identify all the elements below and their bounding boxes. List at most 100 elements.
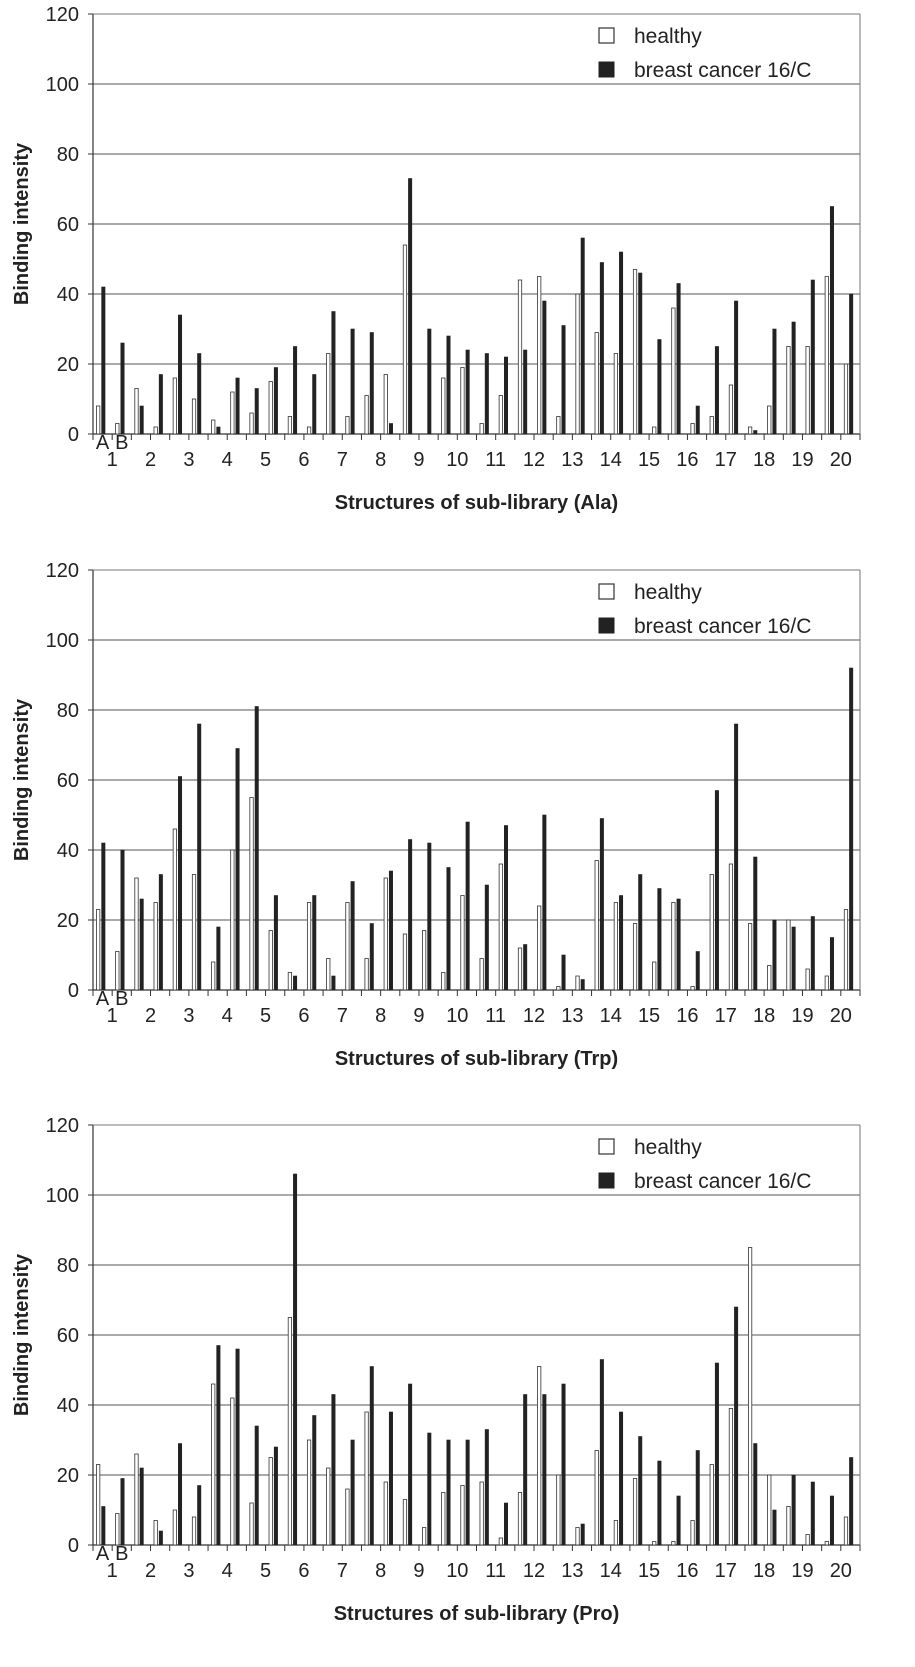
bar-healthy	[153, 1520, 158, 1546]
bar-cancer	[465, 349, 470, 435]
bar-cancer	[753, 430, 758, 435]
bar-healthy	[115, 951, 120, 991]
subgroup-label: B	[115, 432, 128, 454]
bar-healthy	[575, 1527, 580, 1546]
bar-cancer	[197, 723, 202, 991]
bar-cancer	[599, 262, 604, 435]
bar-cancer	[753, 1443, 758, 1546]
bar-healthy	[441, 377, 446, 435]
bar-cancer	[561, 1383, 566, 1546]
bar-healthy	[249, 797, 254, 991]
bar-healthy	[402, 1499, 408, 1546]
bar-healthy	[767, 965, 772, 991]
x-tick-label: 16	[676, 449, 698, 471]
x-tick-label: 7	[337, 1560, 348, 1582]
bar-healthy	[211, 1383, 216, 1546]
bar-cancer	[714, 790, 719, 991]
bar-cancer	[523, 944, 528, 991]
bar-cancer	[388, 1411, 393, 1546]
bar-cancer	[216, 1345, 221, 1546]
bar-cancer	[312, 895, 317, 991]
bar-cancer	[446, 867, 451, 991]
bar-healthy	[345, 416, 350, 435]
bar-cancer	[542, 814, 547, 991]
bar-healthy	[517, 1492, 523, 1546]
bar-cancer	[408, 839, 413, 991]
bar-healthy	[498, 395, 503, 435]
bar-healthy	[805, 1534, 810, 1546]
bar-healthy	[211, 419, 216, 435]
bar-healthy	[191, 874, 197, 991]
x-tick-label: 20	[830, 1560, 852, 1582]
bar-cancer	[791, 1474, 796, 1546]
bar-healthy	[632, 1478, 638, 1546]
bar-cancer	[619, 251, 624, 435]
bar-cancer	[139, 1467, 144, 1546]
bar-cancer	[772, 1509, 777, 1546]
bar-cancer	[197, 1485, 202, 1546]
bar-cancer	[254, 1425, 259, 1546]
y-axis-title: Binding intensity	[11, 142, 33, 305]
bar-cancer	[657, 1460, 662, 1546]
bar-healthy	[326, 1467, 331, 1546]
bar-cancer	[216, 426, 221, 435]
bar-healthy	[383, 374, 388, 435]
bar-healthy	[115, 423, 120, 435]
bar-healthy	[575, 293, 580, 435]
x-tick-label: 4	[222, 1005, 233, 1027]
bar-healthy	[498, 1537, 503, 1546]
bar-cancer	[676, 283, 681, 435]
bar-cancer	[504, 825, 509, 991]
bar-healthy	[191, 1516, 197, 1546]
bar-cancer	[849, 1457, 854, 1546]
bar-healthy	[402, 244, 408, 435]
bar-healthy	[709, 1464, 714, 1546]
legend-label-healthy: healthy	[634, 25, 702, 48]
x-tick-label: 8	[375, 1005, 386, 1027]
bar-cancer	[676, 898, 681, 991]
bar-cancer	[695, 951, 700, 991]
bar-cancer	[427, 842, 432, 991]
subgroup-label: A	[96, 1543, 110, 1565]
bar-cancer	[120, 342, 125, 435]
bar-cancer	[158, 374, 163, 435]
bar-healthy	[153, 902, 158, 991]
bar-cancer	[293, 346, 298, 435]
bar-healthy	[422, 1527, 427, 1546]
bar-healthy	[709, 416, 714, 435]
bar-healthy	[613, 902, 618, 991]
x-tick-label: 5	[260, 1560, 271, 1582]
bar-cancer	[293, 975, 298, 991]
bar-cancer	[638, 272, 643, 435]
bar-cancer	[178, 1443, 183, 1546]
bar-healthy	[767, 405, 772, 435]
bar-cancer	[369, 923, 374, 991]
bar-cancer	[139, 898, 144, 991]
bar-cancer	[254, 388, 259, 435]
bar-cancer	[829, 206, 834, 435]
bar-cancer	[235, 377, 240, 435]
bar-cancer	[734, 1306, 739, 1546]
bar-cancer	[580, 1523, 585, 1546]
bar-healthy	[383, 1481, 388, 1546]
x-tick-label: 13	[561, 1560, 583, 1582]
legend-label-cancer: breast cancer 16/C	[634, 615, 811, 638]
y-tick-label: 40	[57, 284, 79, 306]
bar-healthy	[268, 381, 273, 435]
x-tick-label: 20	[830, 449, 852, 471]
x-tick-label: 1	[107, 1560, 118, 1582]
x-tick-label: 3	[183, 449, 194, 471]
bar-cancer	[829, 1495, 834, 1546]
x-tick-label: 19	[791, 449, 813, 471]
subgroup-label: B	[115, 1543, 128, 1565]
bar-healthy	[211, 961, 216, 991]
x-tick-label: 14	[600, 1560, 622, 1582]
bar-healthy	[748, 426, 753, 435]
x-tick-label: 13	[561, 449, 583, 471]
bar-healthy	[805, 968, 810, 991]
bar-healthy	[709, 874, 714, 991]
x-tick-label: 18	[753, 449, 775, 471]
chart-panel-pro: 0 20 40 60 80 100 120 1 2 3 4 5 6 7 8 9 10 11 12 13 14 15 16 17…	[0, 1111, 915, 1667]
bar-healthy	[249, 1502, 254, 1546]
